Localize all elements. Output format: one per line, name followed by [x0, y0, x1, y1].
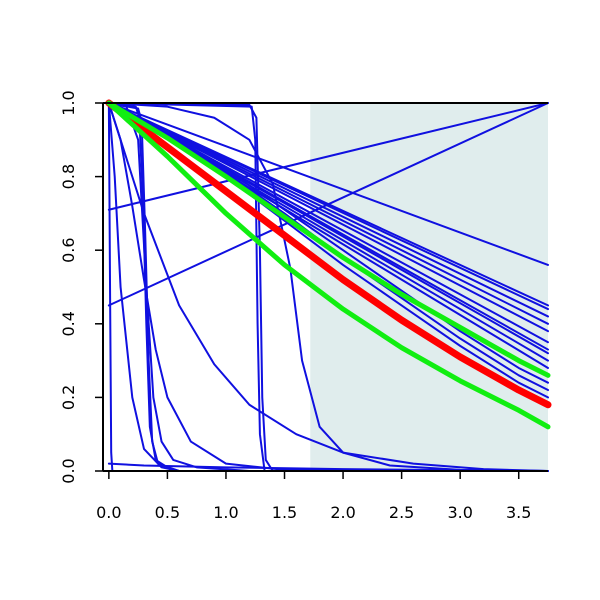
green-series-line-29 — [106, 100, 551, 378]
blue-series-line-24 — [107, 102, 274, 472]
axis-layer: 0.0 0.5 1.0 1.5 2.0 2.5 3.0 3.5 0.0 0.2 0.4 0.6 0.8 1… — [59, 90, 548, 522]
y-tick-label: 0.0 — [59, 458, 78, 483]
blue-series-line-17 — [107, 102, 181, 472]
blue-series-line-18 — [107, 102, 549, 472]
blue-series-line-7 — [107, 102, 549, 325]
series-layer — [105, 99, 552, 472]
y-tick-label: 0.2 — [59, 385, 78, 410]
blue-series-line-15 — [107, 102, 549, 307]
y-tick-label: 1.0 — [59, 90, 78, 115]
blue-series-line-8 — [107, 102, 549, 318]
y-tick-label: 0.6 — [59, 237, 78, 262]
x-tick-label: 1.0 — [213, 503, 238, 522]
x-tick-label: 3.0 — [447, 503, 472, 522]
x-tick-label: 1.5 — [272, 503, 297, 522]
blue-series-line-23 — [107, 102, 549, 472]
blue-series-line-19 — [107, 102, 549, 472]
blue-series-line-25 — [107, 102, 266, 472]
x-tick-label: 0.0 — [96, 503, 121, 522]
x-tick-label: 0.5 — [155, 503, 180, 522]
blue-series-line-14 — [107, 102, 549, 384]
blue-series-line-27 — [107, 462, 549, 472]
x-tick-label: 2.5 — [389, 503, 414, 522]
x-tick-label: 2.0 — [330, 503, 355, 522]
red-series-line-28 — [105, 99, 552, 409]
blue-series-line-16 — [107, 102, 549, 211]
green-series-line-30 — [106, 100, 551, 430]
blue-series-line-11 — [107, 102, 549, 266]
y-tick-label: 0.8 — [59, 164, 78, 189]
x-tick-label: 3.5 — [506, 503, 531, 522]
blue-series-line-4 — [107, 102, 549, 351]
y-tick-label: 0.4 — [59, 311, 78, 336]
